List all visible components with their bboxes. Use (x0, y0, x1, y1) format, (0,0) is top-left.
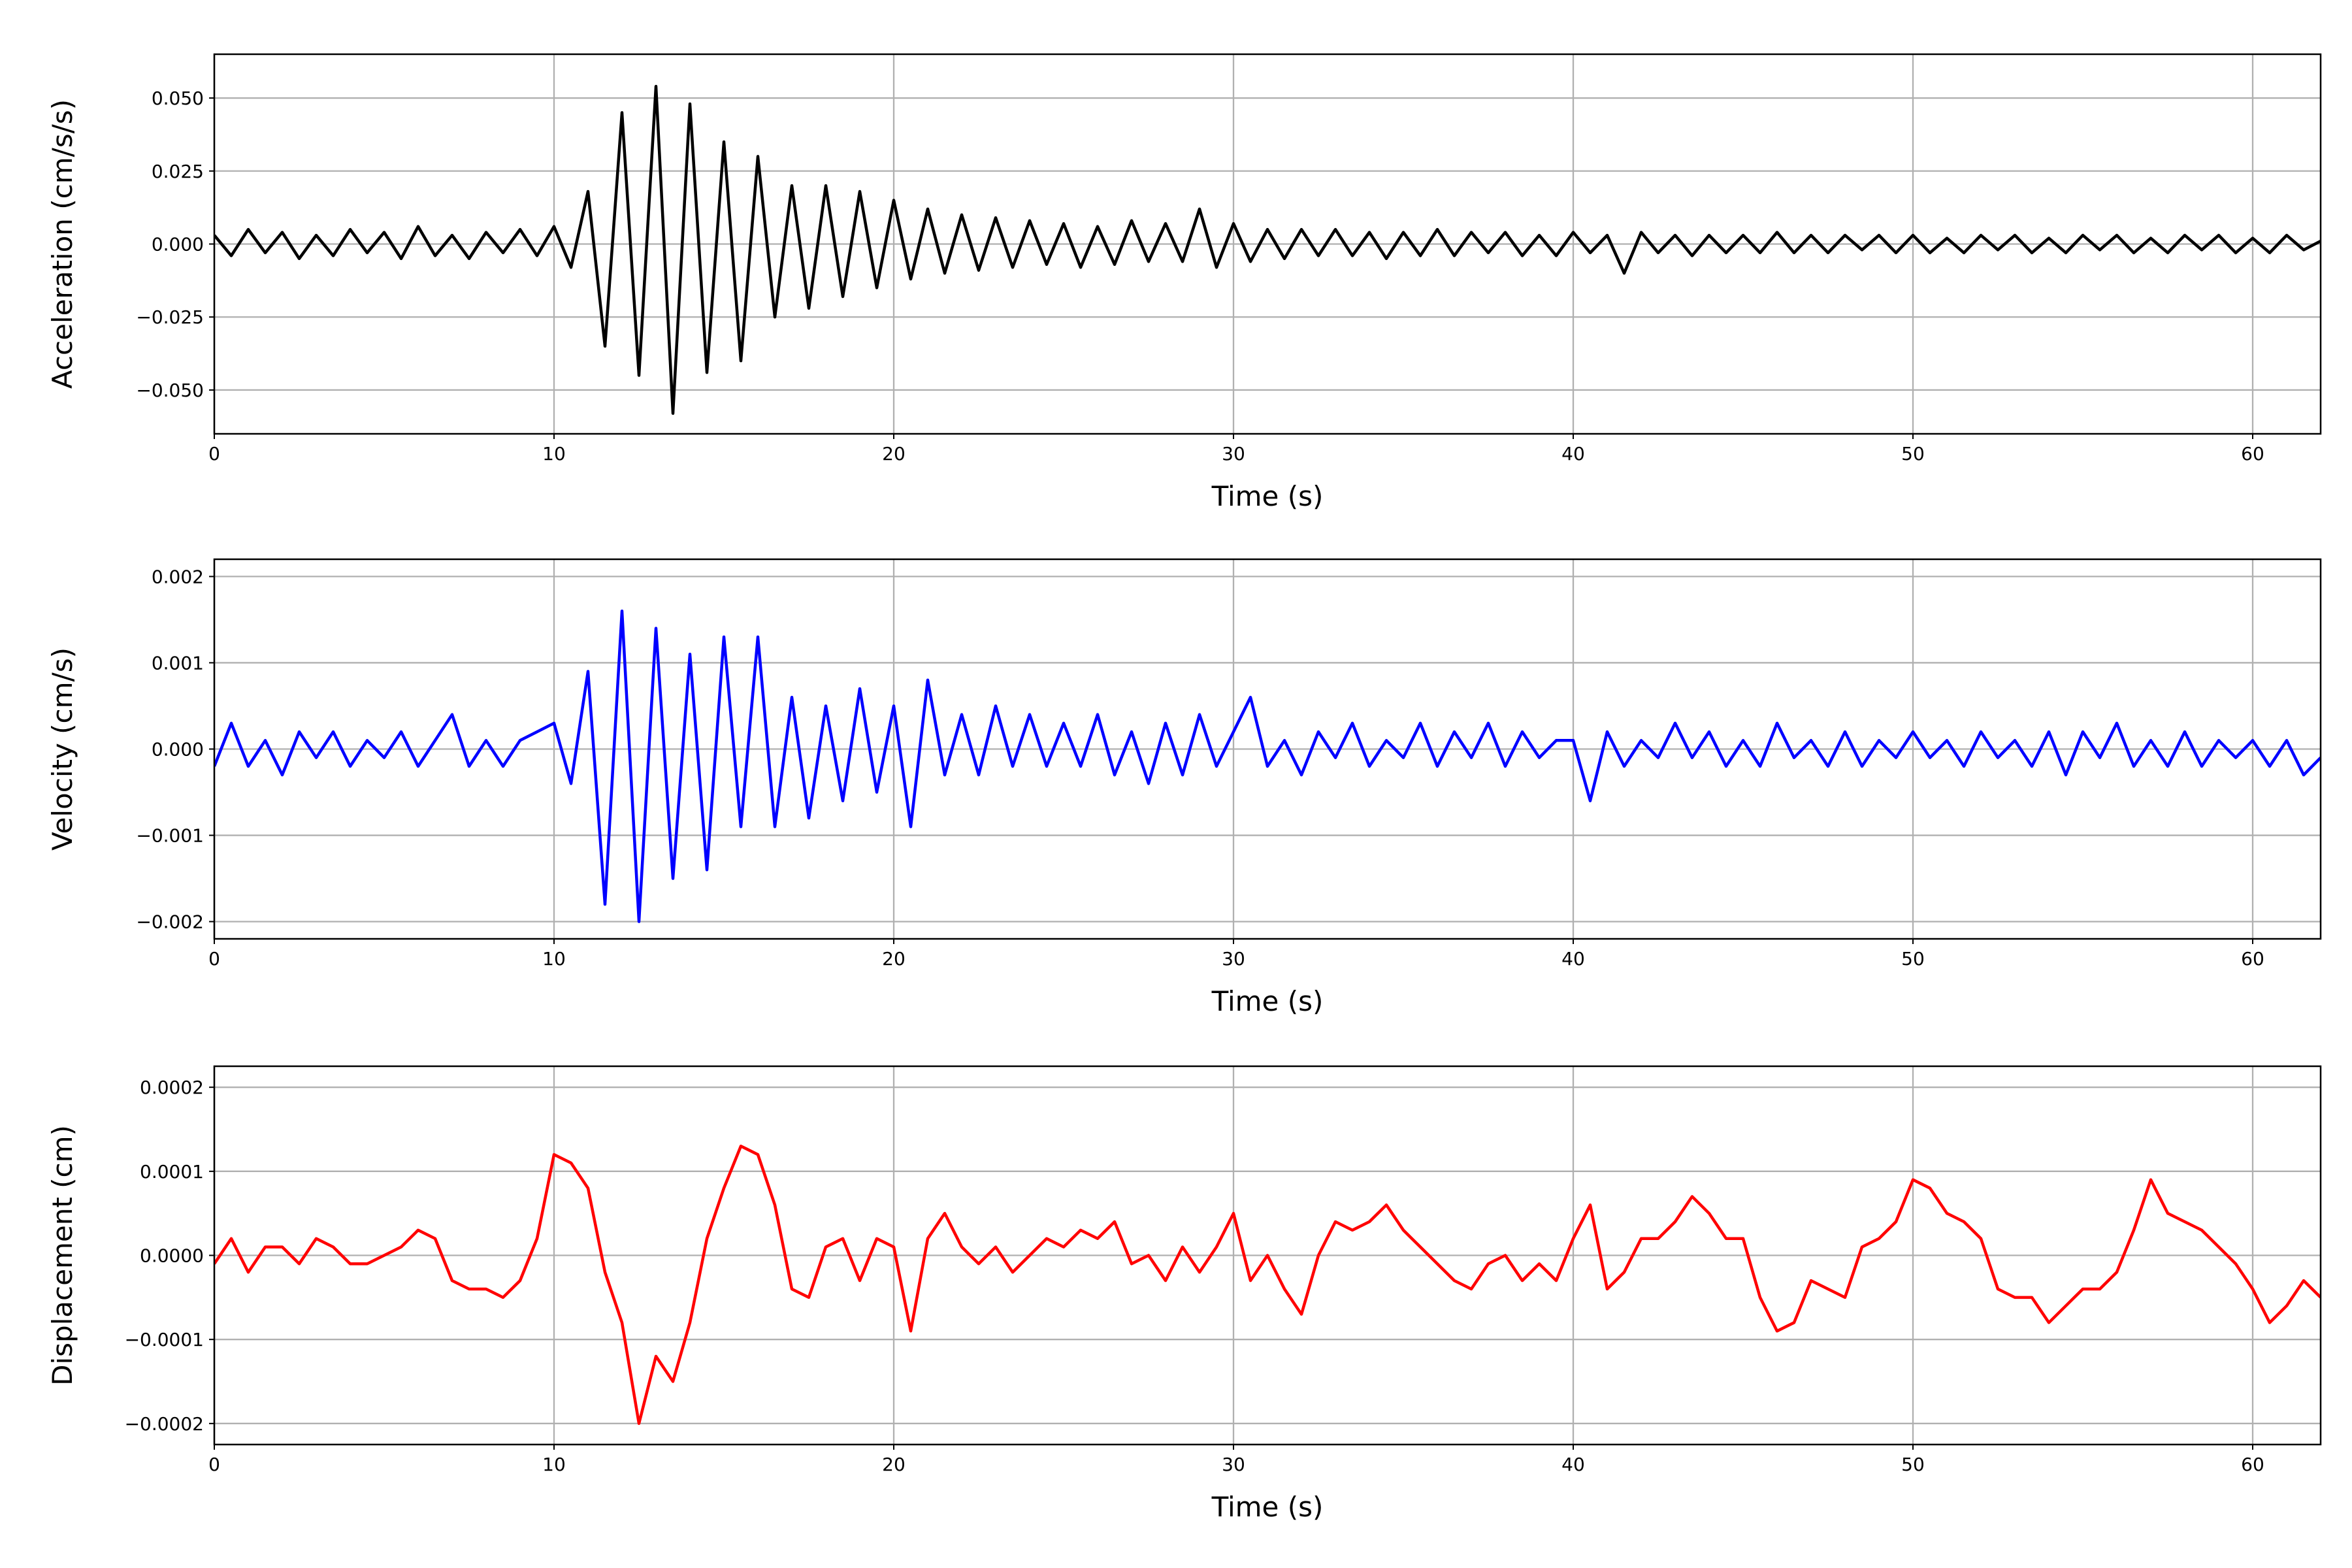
axes-frame (213, 1065, 2322, 1446)
x-tick-label: 20 (882, 1454, 906, 1475)
data-line (214, 84, 2321, 415)
x-tick-label: 60 (2241, 1454, 2264, 1475)
y-tick-label: 0.0000 (140, 1245, 204, 1267)
x-tick-label: 60 (2241, 443, 2264, 465)
x-tick-label: 10 (542, 1454, 566, 1475)
x-tick-label: 30 (1222, 443, 1245, 465)
x-tick-label: 50 (1901, 443, 1925, 465)
x-tick-label: 20 (882, 948, 906, 970)
x-tick-label: 30 (1222, 948, 1245, 970)
x-tick-label: 10 (542, 443, 566, 465)
x-tick-label: 20 (882, 443, 906, 465)
y-tick-label: 0.002 (152, 566, 204, 587)
x-axis-label: Time (s) (1211, 985, 1324, 1017)
data-line (214, 609, 2321, 923)
y-tick-label: 0.000 (152, 739, 204, 760)
panel: 0 10 20 30 40 50 60 −0.0002 −0.0001 0.0000 0.0001 0… (46, 1065, 2322, 1523)
axes-frame (213, 53, 2322, 435)
y-tick-label: 0.0001 (140, 1161, 204, 1183)
x-axis-label: Time (s) (1211, 1491, 1324, 1523)
y-tick-label: 0.025 (152, 161, 204, 182)
x-axis-label: Time (s) (1211, 480, 1324, 512)
x-tick-label: 60 (2241, 948, 2264, 970)
panel: 0 10 20 30 40 50 60 −0.050 −0.025 0.000 0.025 0.050… (46, 53, 2322, 512)
x-tick-label: 30 (1222, 1454, 1245, 1475)
y-tick-label: −0.0002 (125, 1413, 204, 1435)
axes-frame (213, 558, 2322, 940)
y-tick-label: 0.050 (152, 88, 204, 109)
x-tick-label: 0 (208, 443, 220, 465)
x-tick-label: 40 (1561, 948, 1585, 970)
x-tick-label: 40 (1561, 1454, 1585, 1475)
y-tick-label: −0.0001 (125, 1329, 204, 1350)
y-axis-label: Displacement (cm) (46, 1125, 78, 1386)
x-tick-label: 50 (1901, 1454, 1925, 1475)
x-tick-label: 10 (542, 948, 566, 970)
panel: 0 10 20 30 40 50 60 −0.002 −0.001 0.000 0.001 0.002… (46, 558, 2322, 1017)
y-axis-label: Velocity (cm/s) (46, 647, 78, 851)
y-tick-label: −0.001 (136, 825, 204, 847)
y-tick-label: 0.0002 (140, 1077, 204, 1098)
y-tick-label: 0.001 (152, 652, 204, 674)
data-line (214, 1144, 2321, 1426)
x-tick-label: 0 (208, 1454, 220, 1475)
x-tick-label: 50 (1901, 948, 1925, 970)
y-tick-label: −0.050 (136, 380, 204, 401)
y-tick-label: −0.025 (136, 306, 204, 328)
y-axis-label: Acceleration (cm/s/s) (46, 99, 78, 389)
x-tick-label: 0 (208, 948, 220, 970)
y-tick-label: 0.000 (152, 234, 204, 255)
y-tick-label: −0.002 (136, 911, 204, 933)
x-tick-label: 40 (1561, 443, 1585, 465)
